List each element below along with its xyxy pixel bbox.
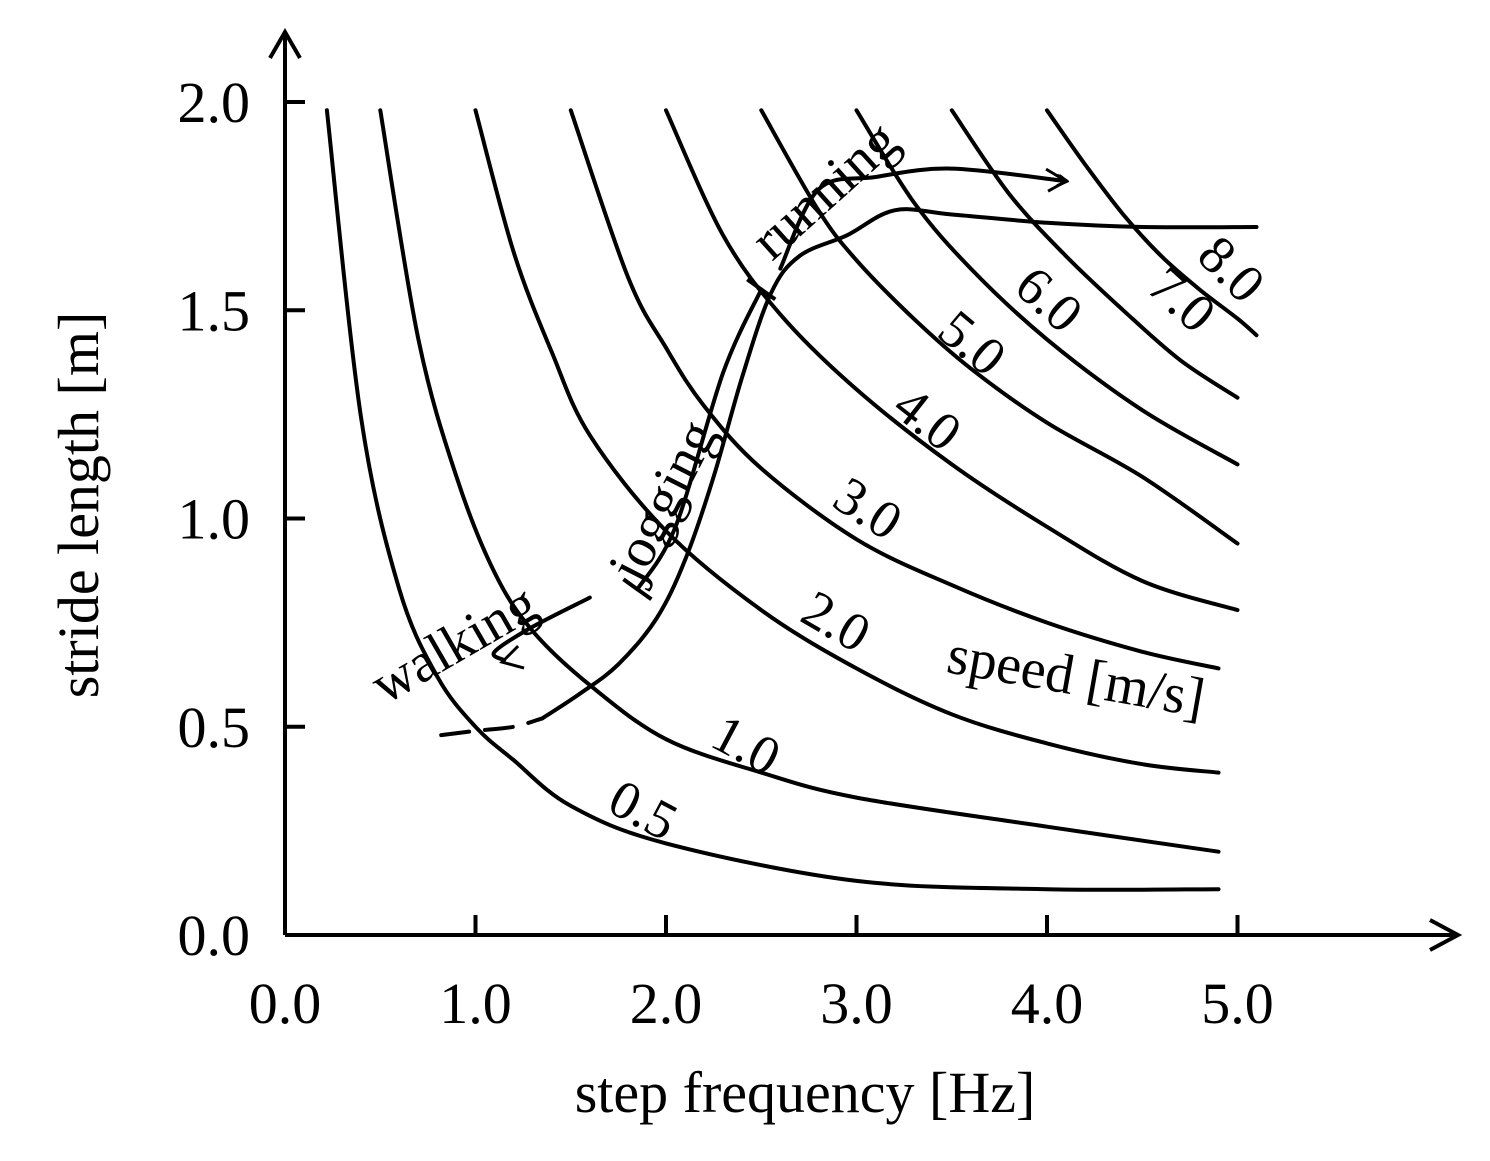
x-tick-label: 1.0 — [439, 971, 512, 1036]
gait-arrow-walking — [491, 595, 592, 663]
speed-label-0-5: 0.5 — [599, 768, 687, 853]
y-tick-label: 1.0 — [178, 487, 251, 552]
x-tick-label: 0.0 — [249, 971, 322, 1036]
speed-curve-2-0 — [473, 108, 1221, 775]
gait-label-walking: walking — [361, 572, 548, 716]
gait-arrow-running — [778, 166, 1066, 271]
gait-arrow-jogging — [635, 287, 764, 592]
x-tick-label: 2.0 — [630, 971, 703, 1036]
speed-curve-0-5 — [324, 108, 1221, 892]
speed-curve-8-0 — [1045, 108, 1259, 338]
y-tick-label: 1.5 — [178, 278, 251, 343]
x-axis-label: step frequency [Hz] — [575, 1060, 1036, 1125]
speed-label-5-0: 5.0 — [927, 298, 1017, 387]
gait-label-running: running — [739, 109, 910, 272]
y-tick-label: 0.0 — [178, 903, 251, 968]
speed-unit-label: speed [m/s] — [943, 624, 1210, 730]
gait-label-jogging: jogging — [595, 410, 729, 592]
running-arrowhead — [1045, 167, 1070, 193]
x-axis-arrow — [1429, 918, 1463, 952]
x-tick-label: 3.0 — [820, 971, 893, 1036]
speed-label-3-0: 3.0 — [823, 465, 912, 552]
x-tick-label: 4.0 — [1011, 971, 1084, 1036]
y-axis-label: stride length [m] — [46, 312, 111, 699]
gait-curve-dashed — [439, 716, 545, 738]
speed-label-1-0: 1.0 — [702, 703, 790, 788]
gait-boundary-tick — [622, 577, 653, 601]
speed-curve-5-0 — [759, 108, 1240, 546]
gait-curve — [540, 207, 1259, 721]
y-axis-arrow — [268, 27, 302, 59]
y-tick-label: 0.5 — [178, 695, 251, 760]
x-tick-label: 5.0 — [1201, 971, 1274, 1036]
gait-boundary-tick — [746, 277, 777, 302]
y-tick-label: 2.0 — [178, 70, 251, 135]
speed-curve-6-0 — [854, 108, 1240, 467]
speed-curve-7-0 — [949, 108, 1240, 400]
speed-label-6-0: 6.0 — [1004, 254, 1094, 344]
speed-curve-4-0 — [664, 108, 1240, 613]
speed-label-2-0: 2.0 — [792, 578, 880, 664]
walking-arrowhead — [499, 645, 525, 670]
speed-curve-3-0 — [568, 108, 1221, 671]
speed-label-4-0: 4.0 — [883, 374, 973, 463]
